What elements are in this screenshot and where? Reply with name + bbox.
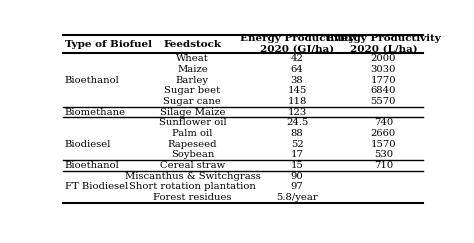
Text: Silage Maize: Silage Maize — [160, 108, 225, 117]
Text: 52: 52 — [291, 140, 303, 149]
Text: 42: 42 — [291, 54, 303, 63]
Text: 5570: 5570 — [371, 97, 396, 106]
Text: 2000: 2000 — [371, 54, 396, 63]
Text: 17: 17 — [291, 150, 303, 159]
Text: 1770: 1770 — [371, 76, 396, 85]
Text: 740: 740 — [374, 118, 393, 127]
Text: Sugar beet: Sugar beet — [164, 86, 220, 95]
Text: Miscanthus & Switchgrass: Miscanthus & Switchgrass — [125, 172, 260, 181]
Text: 530: 530 — [374, 150, 393, 159]
Text: Barley: Barley — [176, 76, 209, 85]
Text: 1570: 1570 — [371, 140, 396, 149]
Text: Biodiesel: Biodiesel — [65, 140, 111, 149]
Text: 38: 38 — [291, 76, 303, 85]
Text: Forest residues: Forest residues — [153, 193, 232, 202]
Text: 5.8/year: 5.8/year — [276, 193, 318, 202]
Text: Energy Productivity
2020 (GJ/ha): Energy Productivity 2020 (GJ/ha) — [240, 34, 355, 54]
Text: Soybean: Soybean — [171, 150, 214, 159]
Text: 2660: 2660 — [371, 129, 396, 138]
Text: 88: 88 — [291, 129, 303, 138]
Text: 123: 123 — [288, 108, 307, 117]
Text: Energy Productivity
2020 (L/ha): Energy Productivity 2020 (L/ha) — [326, 35, 441, 54]
Text: Maize: Maize — [177, 65, 208, 74]
Text: Type of Biofuel: Type of Biofuel — [65, 40, 152, 49]
Text: Sugar cane: Sugar cane — [164, 97, 221, 106]
Text: Wheat: Wheat — [176, 54, 209, 63]
Text: Bioethanol: Bioethanol — [65, 161, 119, 170]
Text: 64: 64 — [291, 65, 303, 74]
Text: Bioethanol: Bioethanol — [65, 76, 119, 85]
Text: FT Biodiesel: FT Biodiesel — [65, 182, 128, 191]
Text: Feedstock: Feedstock — [164, 40, 221, 49]
Text: 97: 97 — [291, 182, 303, 191]
Text: Rapeseed: Rapeseed — [168, 140, 217, 149]
Text: 90: 90 — [291, 172, 303, 181]
Text: 145: 145 — [287, 86, 307, 95]
Text: 15: 15 — [291, 161, 303, 170]
Text: Palm oil: Palm oil — [172, 129, 213, 138]
Text: 118: 118 — [287, 97, 307, 106]
Text: Cereal straw: Cereal straw — [160, 161, 225, 170]
Text: 3030: 3030 — [371, 65, 396, 74]
Text: 6840: 6840 — [371, 86, 396, 95]
Text: 710: 710 — [374, 161, 393, 170]
Text: 24.5: 24.5 — [286, 118, 308, 127]
Text: Sunflower oil: Sunflower oil — [159, 118, 226, 127]
Text: Short rotation plantation: Short rotation plantation — [129, 182, 256, 191]
Text: Biomethane: Biomethane — [65, 108, 126, 117]
